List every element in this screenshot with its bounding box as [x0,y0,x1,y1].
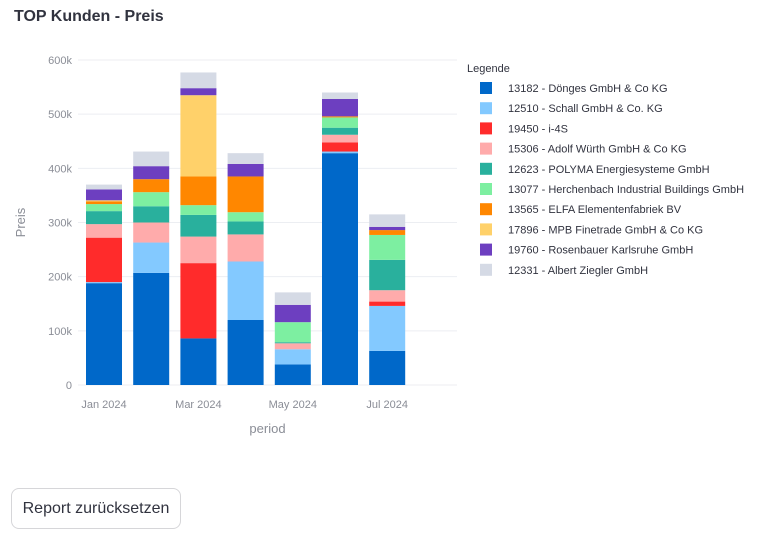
y-tick-label: 500k [48,109,72,121]
x-tick-label: May 2024 [269,399,317,411]
bar-segment [274,349,311,365]
bar-segment [274,322,311,343]
bar-segment [86,237,122,283]
bar-segment [133,179,170,193]
chart-title: TOP Kunden - Preis [14,8,164,25]
bar-segment [322,151,358,154]
bar-segment [180,205,217,215]
bar-segment [369,350,406,385]
y-tick-label: 0 [66,380,72,392]
legend-item: 13077 - Herchenbach Industrial Buildings… [508,184,744,196]
bar-segment [227,153,264,164]
bar-segment [227,212,264,222]
y-axis-label: Preis [13,207,28,237]
legend-item: 13182 - Dönges GmbH & Co KG [508,83,668,95]
legend-swatch [480,82,492,94]
x-tick-label: Jul 2024 [366,399,408,411]
bar-segment [369,226,406,231]
bar-segment [133,272,170,385]
y-tick-label: 100k [48,326,72,338]
bar-segment [274,292,311,305]
bar-segment [322,92,358,99]
bar-segment [180,236,217,264]
legend-item: 19760 - Rosenbauer Karlsruhe GmbH [508,245,693,257]
bar-segment [227,164,264,177]
bar-segment [86,282,122,284]
reset-report-button[interactable]: Report zurücksetzen [11,488,181,529]
bar-segment [133,166,170,180]
bar-segment [274,304,311,323]
bar-segment [369,259,406,291]
y-tick-label: 300k [48,218,72,230]
legend-swatch [480,122,492,135]
bar-segment [133,151,170,167]
bar-segment [322,153,358,385]
bar-segment [369,214,406,227]
bar-segment [274,343,311,350]
legend-swatch [480,162,492,175]
bar-segment [180,95,217,177]
legend-swatch [480,263,492,276]
bar-segment [180,214,217,237]
bar-segment [227,221,264,235]
bar-segment [133,192,170,207]
bar-segment [369,301,406,306]
x-tick-label: Jan 2024 [81,399,126,411]
x-axis-label: period [249,421,285,436]
legend-swatch [480,183,492,195]
bar-segment [369,234,406,260]
legend-item: 12510 - Schall GmbH & Co. KG [508,103,663,115]
bar-segment [180,88,217,96]
legend-item: 13565 - ELFA Elementenfabriek BV [508,204,682,216]
legend-swatch [480,102,492,115]
bar-segment [369,305,406,351]
bar-segment [322,127,358,135]
legend-swatch [480,243,492,256]
bar-segment [369,230,406,235]
bar-segment [86,211,122,225]
bar-segment [227,320,264,385]
legend-title: Legende [467,63,510,75]
y-tick-label: 600k [48,55,72,67]
bar-segment [227,176,264,213]
bar-segment [86,189,122,201]
legend-swatch [480,142,492,155]
legend-item: 15306 - Adolf Würth GmbH & Co KG [508,144,687,156]
legend-swatch [480,203,492,216]
bar-segment [322,116,358,118]
legend-item: 19450 - i-4S [508,123,568,135]
bar-segment [86,201,122,205]
bar-segment [322,142,358,152]
legend-item: 12331 - Albert Ziegler GmbH [508,265,648,277]
y-tick-label: 200k [48,272,72,284]
bar-segment [133,206,170,223]
legend-swatch [480,223,492,236]
legend-item: 17896 - MPB Finetrade GmbH & Co KG [508,224,703,236]
bar-segment [322,99,358,117]
bar-segment [180,176,217,206]
y-tick-label: 400k [48,163,72,175]
bar-segment [86,200,122,202]
bar-segment [322,117,358,128]
bar-segment [86,204,122,212]
bar-segment [227,234,264,262]
bar-segment [369,290,406,302]
bar-segment [274,364,311,385]
bar-segment [86,283,122,385]
bar-segment [86,224,122,238]
bar-segment [133,242,170,273]
x-tick-label: Mar 2024 [175,399,221,411]
bar-segment [180,72,217,89]
bar-segment [227,261,264,320]
bar-segment [180,263,217,339]
stacked-bar-chart: 0 100k 200k 300k 400k 500k 600k Jan 2024 Mar 202… [13,55,744,436]
bar-segment [322,134,358,143]
bar-segment [274,342,311,344]
bar-segment [180,338,217,385]
legend-item: 12623 - POLYMA Energiesysteme GmbH [508,164,710,176]
bar-segment [133,222,170,243]
bar-segment [86,184,122,190]
